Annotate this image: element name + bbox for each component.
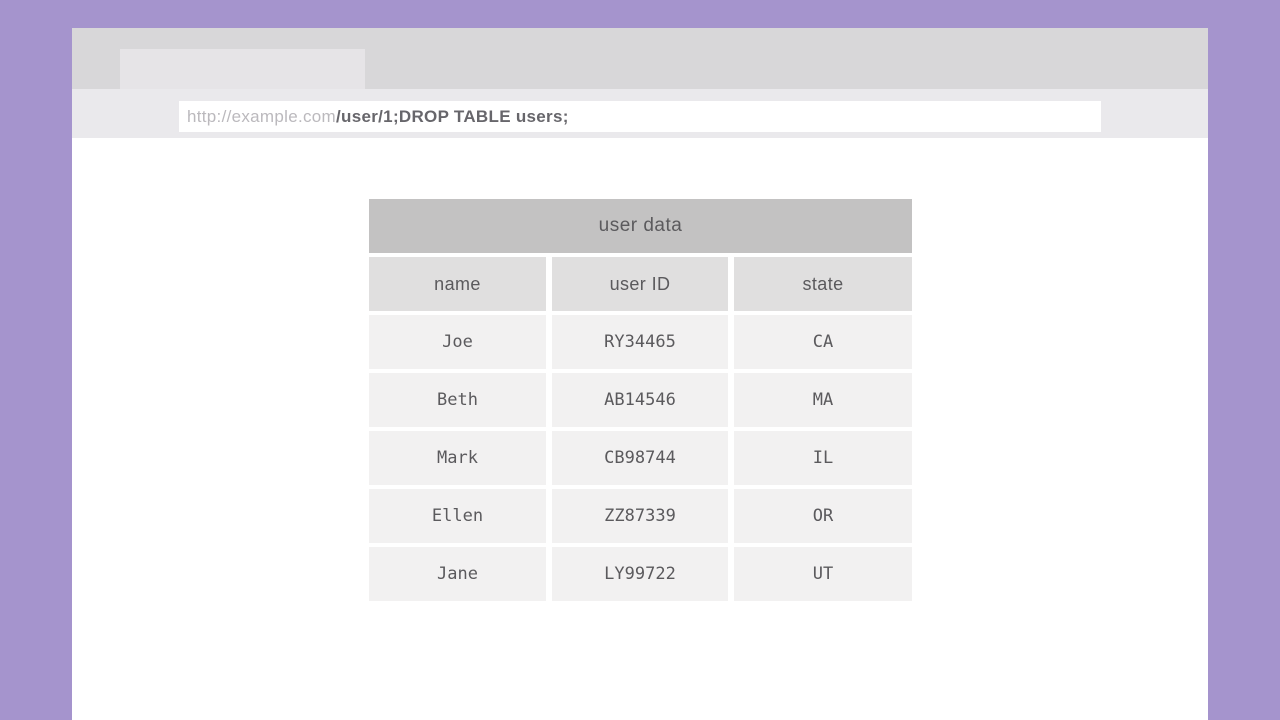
cell-user-id: LY99722	[552, 547, 728, 601]
cell-name: Joe	[369, 315, 546, 369]
browser-tab[interactable]	[120, 49, 365, 89]
browser-window: http://example.com/user/1;DROP TABLE use…	[72, 28, 1208, 720]
cell-user-id: CB98744	[552, 431, 728, 485]
url-input[interactable]: http://example.com/user/1;DROP TABLE use…	[179, 101, 1101, 132]
url-injection-path: /user/1;DROP TABLE users;	[336, 106, 569, 126]
url-domain-text: http://example.com	[187, 106, 337, 126]
cell-name: Mark	[369, 431, 546, 485]
table-row: Mark CB98744 IL	[369, 431, 912, 485]
cell-user-id: RY34465	[552, 315, 728, 369]
cell-name: Beth	[369, 373, 546, 427]
cell-name: Ellen	[369, 489, 546, 543]
table-row: Beth AB14546 MA	[369, 373, 912, 427]
cell-state: MA	[734, 373, 912, 427]
user-data-table: user data name user ID state Joe RY34465…	[369, 199, 912, 601]
column-header-name: name	[369, 257, 546, 311]
browser-tab-bar	[72, 28, 1208, 89]
table-header-row: name user ID state	[369, 257, 912, 311]
column-header-state: state	[734, 257, 912, 311]
cell-state: UT	[734, 547, 912, 601]
cell-state: IL	[734, 431, 912, 485]
browser-url-bar: http://example.com/user/1;DROP TABLE use…	[72, 89, 1208, 138]
table-title: user data	[369, 199, 912, 253]
cell-state: CA	[734, 315, 912, 369]
cell-user-id: AB14546	[552, 373, 728, 427]
cell-state: OR	[734, 489, 912, 543]
table-row: Ellen ZZ87339 OR	[369, 489, 912, 543]
column-header-user-id: user ID	[552, 257, 728, 311]
table-row: Jane LY99722 UT	[369, 547, 912, 601]
cell-name: Jane	[369, 547, 546, 601]
cell-user-id: ZZ87339	[552, 489, 728, 543]
table-row: Joe RY34465 CA	[369, 315, 912, 369]
